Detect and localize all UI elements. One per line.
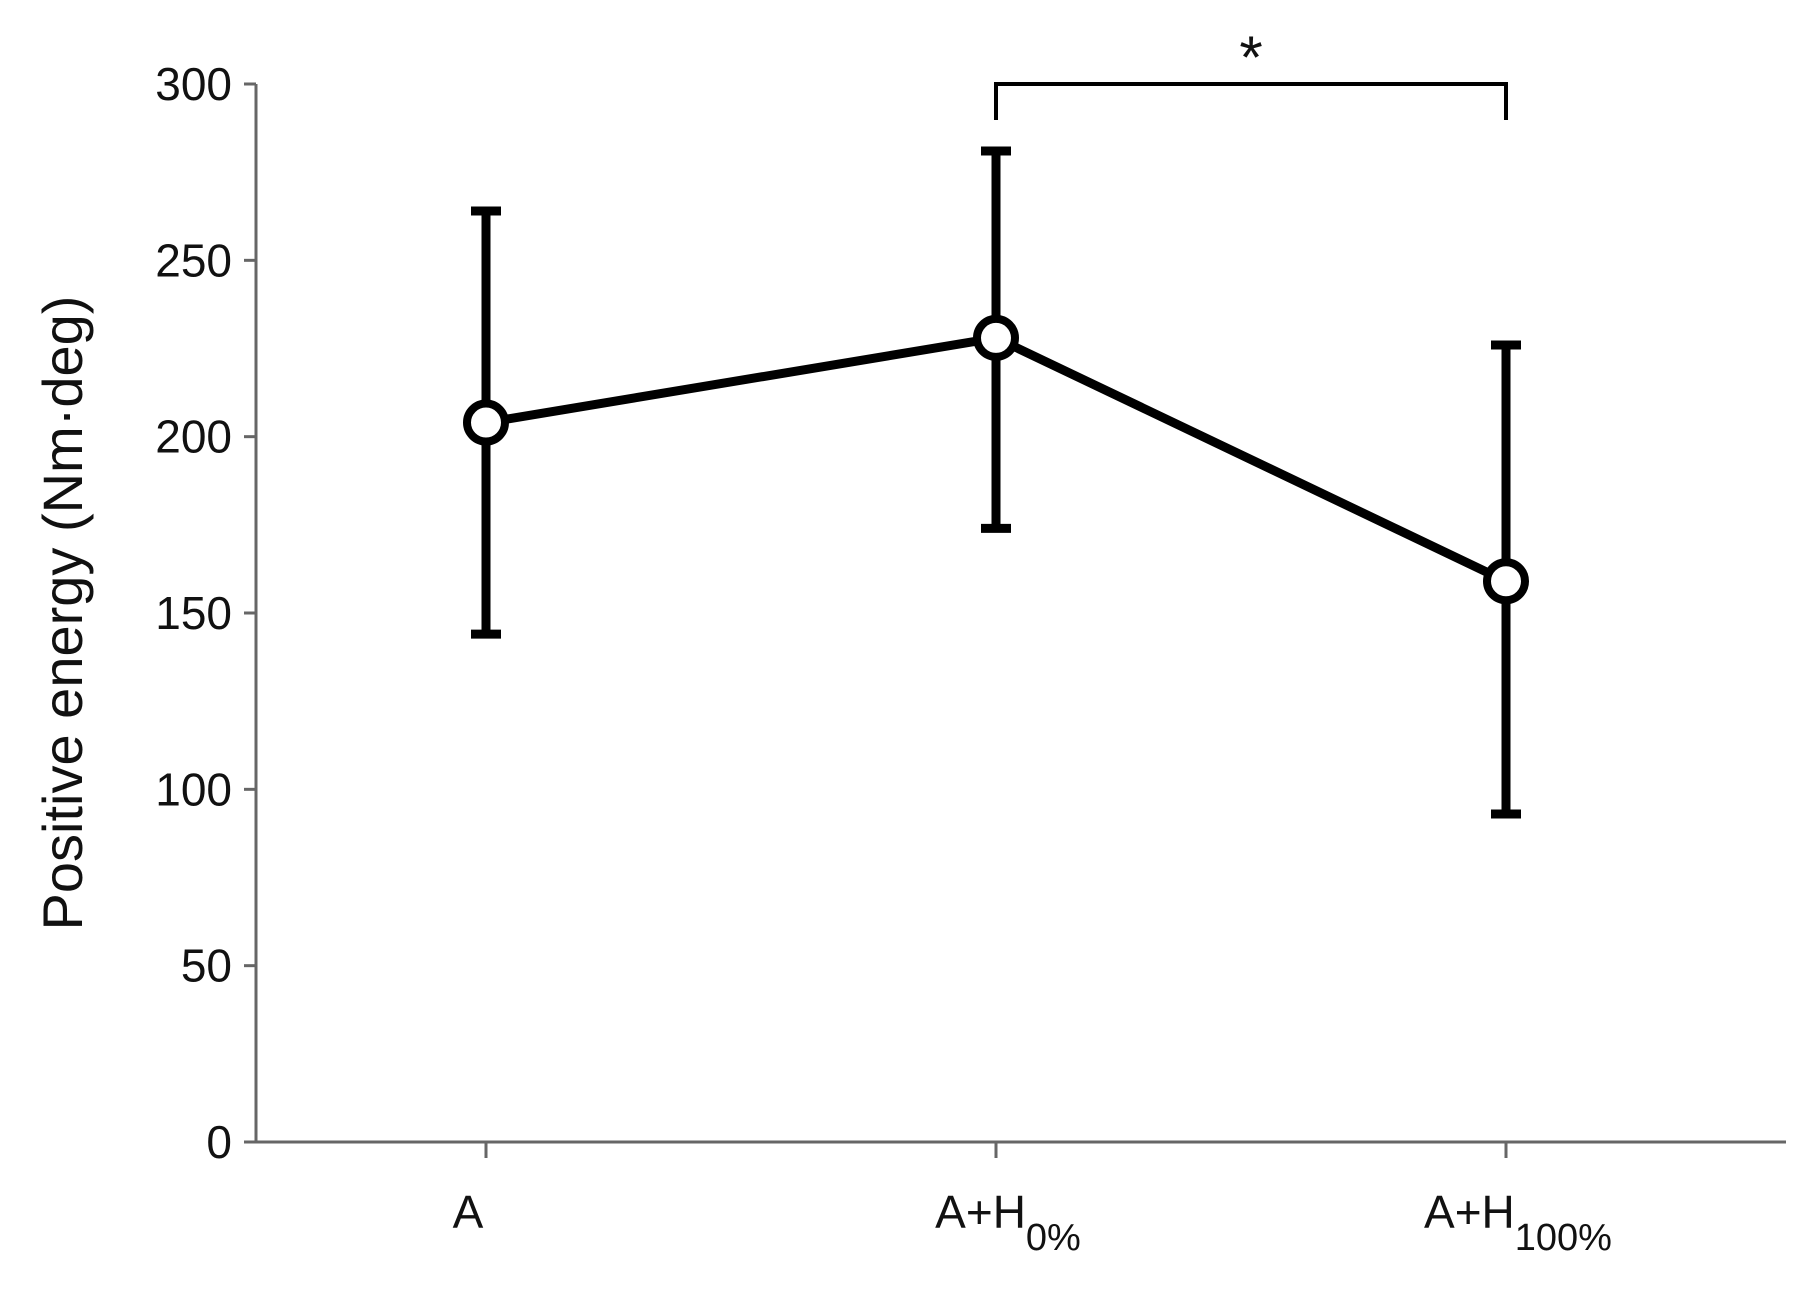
y-tick-label: 150: [155, 587, 232, 639]
y-tick-label: 250: [155, 234, 232, 286]
significance-bracket: *: [994, 24, 1508, 120]
y-tick-label: 300: [155, 58, 232, 110]
x-tick-label: A+H0%: [935, 1186, 1081, 1259]
series: [463, 146, 1529, 819]
data-point: [463, 399, 509, 446]
bracket-line: [994, 82, 1508, 120]
y-axis-label: Positive energy (Nm·deg): [31, 296, 94, 931]
x-ticks: A A+H0% A+H100%: [453, 1142, 1612, 1259]
significance-label: *: [1239, 24, 1262, 91]
y-tick-label: 100: [155, 763, 232, 815]
y-tick-label: 50: [181, 940, 232, 992]
y-ticks: 0 50 100 150 200 250 300: [155, 58, 256, 1168]
data-point: [973, 314, 1019, 361]
y-tick-label: 200: [155, 411, 232, 463]
y-tick-label: 0: [206, 1116, 232, 1168]
x-tick-label: A+H100%: [1424, 1186, 1612, 1259]
data-point: [1483, 558, 1529, 605]
x-tick-label: A: [453, 1186, 484, 1238]
